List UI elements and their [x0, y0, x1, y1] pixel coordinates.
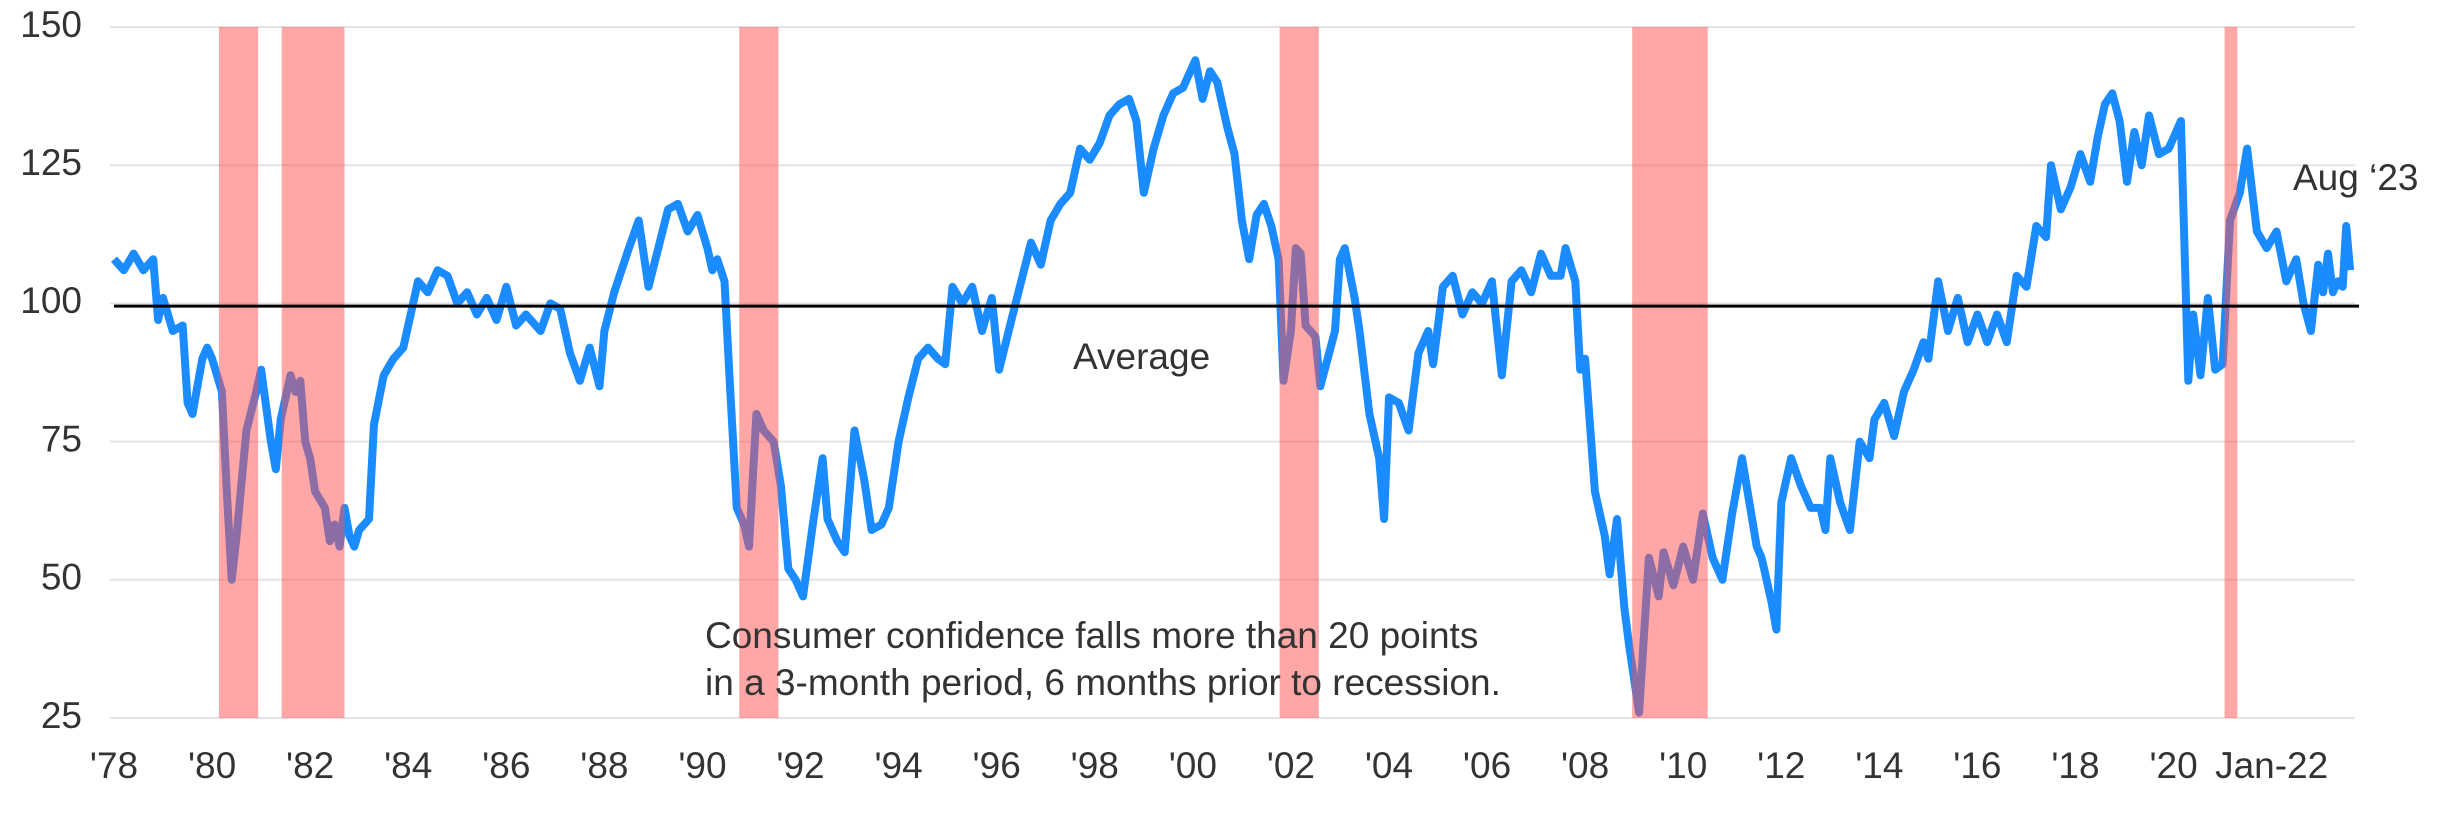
- x-tick-label: '84: [384, 745, 432, 786]
- x-tick-label: '00: [1169, 745, 1217, 786]
- x-tick-label: '08: [1561, 745, 1609, 786]
- y-tick-label: 125: [20, 142, 82, 183]
- annotation: in a 3-month period, 6 months prior to r…: [705, 662, 1501, 703]
- recession-band: [1279, 27, 1319, 718]
- y-tick-label: 150: [20, 4, 82, 45]
- recession-band: [218, 27, 259, 718]
- end-label: Aug ‘23: [2293, 157, 2419, 198]
- annotation: Consumer confidence falls more than 20 p…: [705, 615, 1478, 656]
- x-tick-label: '82: [286, 745, 334, 786]
- recession-band: [1632, 27, 1708, 718]
- x-tick-label: '02: [1267, 745, 1315, 786]
- x-tick-label: '90: [678, 745, 726, 786]
- x-tick-label: '18: [2051, 745, 2099, 786]
- x-tick-label: '92: [776, 745, 824, 786]
- recession-band: [281, 27, 345, 718]
- average-label: Average: [1073, 336, 1210, 377]
- recession-band: [739, 27, 779, 718]
- x-tick-label: '94: [874, 745, 922, 786]
- recession-band: [2224, 27, 2238, 718]
- x-tick-label: '16: [1953, 745, 2001, 786]
- x-tick-label: '10: [1659, 745, 1707, 786]
- x-tick-label: '14: [1855, 745, 1903, 786]
- x-tick-label: '88: [580, 745, 628, 786]
- y-tick-label: 100: [20, 280, 82, 321]
- x-tick-label: '78: [90, 745, 138, 786]
- x-tick-label: '86: [482, 745, 530, 786]
- x-tick-label: '04: [1365, 745, 1413, 786]
- x-tick-label: '96: [973, 745, 1021, 786]
- x-tick-label: '06: [1463, 745, 1511, 786]
- y-tick-label: 50: [41, 557, 82, 598]
- x-tick-label: '20: [2149, 745, 2197, 786]
- x-tick-label: '98: [1071, 745, 1119, 786]
- x-tick-label: '80: [188, 745, 236, 786]
- series-line: [111, 56, 2355, 717]
- y-tick-label: 25: [41, 695, 82, 736]
- x-tick-label: '12: [1757, 745, 1805, 786]
- x-tick-label: Jan-22: [2215, 745, 2328, 786]
- y-tick-label: 75: [41, 418, 82, 459]
